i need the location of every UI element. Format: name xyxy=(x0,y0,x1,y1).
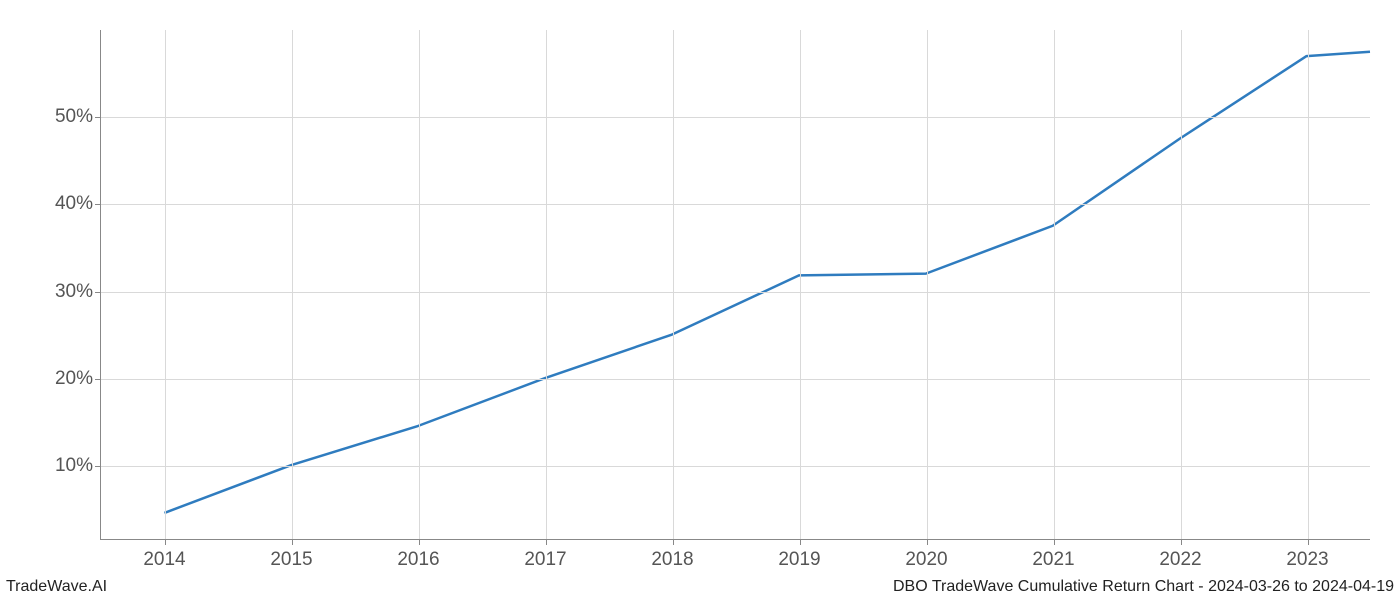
y-tick xyxy=(95,379,101,380)
x-tick-label: 2017 xyxy=(524,549,566,571)
grid-line-vertical xyxy=(1181,30,1182,539)
x-tick xyxy=(673,539,674,545)
grid-line-vertical xyxy=(546,30,547,539)
grid-line-vertical xyxy=(292,30,293,539)
chart-container: 2014201520162017201820192020202120222023… xyxy=(100,30,1370,540)
x-tick-label: 2019 xyxy=(778,549,820,571)
x-tick-label: 2020 xyxy=(905,549,947,571)
x-tick xyxy=(1054,539,1055,545)
x-tick xyxy=(1181,539,1182,545)
plot-area: 2014201520162017201820192020202120222023… xyxy=(100,30,1370,540)
grid-line-horizontal xyxy=(101,204,1370,205)
y-tick-label: 40% xyxy=(43,193,93,215)
y-tick-label: 10% xyxy=(43,455,93,477)
y-tick xyxy=(95,204,101,205)
footer-left-text: TradeWave.AI xyxy=(6,578,107,596)
y-tick xyxy=(95,466,101,467)
y-tick-label: 20% xyxy=(43,368,93,390)
grid-line-vertical xyxy=(1054,30,1055,539)
grid-line-vertical xyxy=(165,30,166,539)
y-tick xyxy=(95,117,101,118)
grid-line-vertical xyxy=(1308,30,1309,539)
x-tick xyxy=(800,539,801,545)
grid-line-vertical xyxy=(419,30,420,539)
x-tick-label: 2023 xyxy=(1286,549,1328,571)
grid-line-vertical xyxy=(800,30,801,539)
grid-line-horizontal xyxy=(101,292,1370,293)
x-tick-label: 2021 xyxy=(1032,549,1074,571)
x-tick-label: 2016 xyxy=(397,549,439,571)
grid-line-horizontal xyxy=(101,117,1370,118)
x-tick-label: 2022 xyxy=(1159,549,1201,571)
x-tick xyxy=(927,539,928,545)
x-tick-label: 2014 xyxy=(143,549,185,571)
grid-line-vertical xyxy=(927,30,928,539)
y-tick xyxy=(95,292,101,293)
series-line xyxy=(164,52,1370,513)
y-tick-label: 30% xyxy=(43,281,93,303)
x-tick xyxy=(165,539,166,545)
x-tick xyxy=(546,539,547,545)
footer-right-text: DBO TradeWave Cumulative Return Chart - … xyxy=(893,578,1394,596)
x-tick-label: 2015 xyxy=(270,549,312,571)
x-tick-label: 2018 xyxy=(651,549,693,571)
x-tick xyxy=(292,539,293,545)
grid-line-horizontal xyxy=(101,466,1370,467)
grid-line-horizontal xyxy=(101,379,1370,380)
y-tick-label: 50% xyxy=(43,106,93,128)
grid-line-vertical xyxy=(673,30,674,539)
x-tick xyxy=(419,539,420,545)
x-tick xyxy=(1308,539,1309,545)
